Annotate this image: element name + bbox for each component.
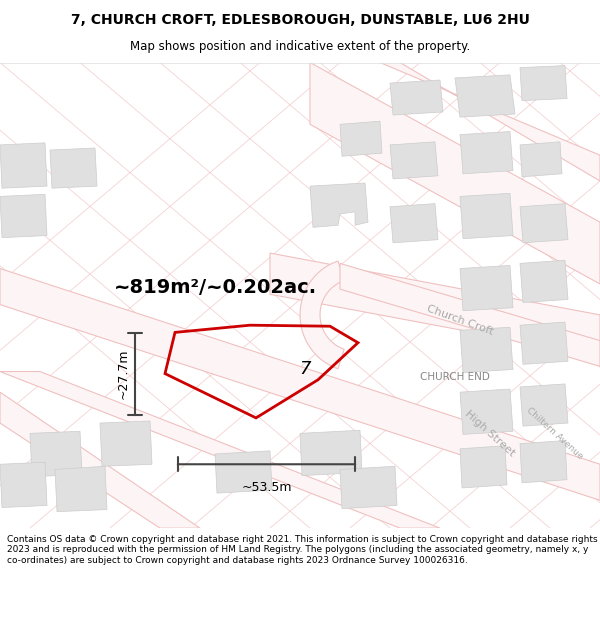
Polygon shape (0, 392, 200, 528)
Polygon shape (100, 421, 152, 466)
Text: Map shows position and indicative extent of the property.: Map shows position and indicative extent… (130, 41, 470, 53)
Polygon shape (520, 384, 568, 426)
Polygon shape (270, 253, 600, 356)
Polygon shape (520, 441, 567, 483)
Text: ~27.7m: ~27.7m (117, 349, 130, 399)
Polygon shape (0, 269, 600, 500)
Polygon shape (520, 260, 568, 302)
Polygon shape (0, 462, 47, 508)
Polygon shape (215, 451, 272, 493)
Polygon shape (520, 66, 567, 101)
Polygon shape (520, 322, 568, 364)
Polygon shape (460, 193, 513, 239)
Text: Church Croft: Church Croft (425, 303, 494, 337)
Polygon shape (50, 148, 97, 188)
Polygon shape (0, 143, 47, 188)
Polygon shape (340, 121, 382, 156)
Polygon shape (520, 204, 568, 242)
Polygon shape (460, 131, 513, 174)
Text: Contains OS data © Crown copyright and database right 2021. This information is : Contains OS data © Crown copyright and d… (7, 535, 598, 565)
Text: 7, CHURCH CROFT, EDLESBOROUGH, DUNSTABLE, LU6 2HU: 7, CHURCH CROFT, EDLESBOROUGH, DUNSTABLE… (71, 13, 529, 27)
Polygon shape (455, 75, 515, 117)
Polygon shape (340, 466, 397, 509)
Text: Chiltern Avenue: Chiltern Avenue (525, 406, 585, 461)
Polygon shape (460, 266, 513, 311)
Polygon shape (30, 431, 82, 477)
Polygon shape (520, 142, 562, 177)
Polygon shape (390, 80, 443, 115)
Polygon shape (300, 430, 362, 476)
Polygon shape (460, 446, 507, 488)
Polygon shape (310, 62, 600, 284)
Text: High Street: High Street (463, 409, 517, 458)
Polygon shape (460, 328, 513, 372)
Text: 7: 7 (299, 361, 311, 379)
Polygon shape (0, 371, 440, 528)
Polygon shape (390, 204, 438, 242)
Polygon shape (310, 183, 368, 228)
Polygon shape (0, 194, 47, 238)
Polygon shape (460, 389, 513, 434)
Polygon shape (340, 263, 600, 366)
Polygon shape (55, 466, 107, 512)
Polygon shape (380, 62, 600, 181)
Polygon shape (300, 261, 344, 369)
Text: CHURCH END: CHURCH END (420, 372, 490, 382)
Polygon shape (390, 142, 438, 179)
Text: ~53.5m: ~53.5m (241, 481, 292, 494)
Text: ~819m²/~0.202ac.: ~819m²/~0.202ac. (113, 278, 317, 297)
